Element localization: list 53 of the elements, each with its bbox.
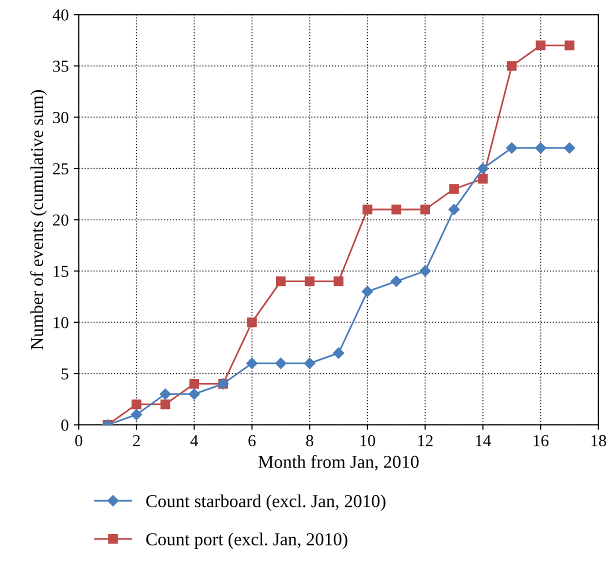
x-tick-label: 8 xyxy=(306,435,314,446)
point xyxy=(334,276,344,286)
y-axis-title: Number of events (cumulative sum) xyxy=(30,90,47,350)
y-tick-label: 30 xyxy=(53,112,68,124)
point xyxy=(130,408,142,420)
point xyxy=(188,388,200,400)
point xyxy=(391,204,402,214)
point xyxy=(332,347,344,359)
point xyxy=(477,162,489,174)
point xyxy=(564,40,574,50)
point xyxy=(420,204,430,214)
point xyxy=(362,286,374,298)
x-axis-title: Month from Jan, 2010 xyxy=(258,455,419,471)
x-tick-label: 0 xyxy=(75,435,82,446)
y-tick-label: 5 xyxy=(62,368,68,380)
point xyxy=(449,184,459,194)
point xyxy=(160,399,170,410)
x-tick-label: 4 xyxy=(190,435,198,446)
point xyxy=(275,358,286,369)
point xyxy=(304,276,315,286)
point xyxy=(246,358,258,369)
point xyxy=(478,174,488,184)
point xyxy=(390,276,402,287)
point xyxy=(160,388,171,400)
y-tick-label: 25 xyxy=(53,163,68,174)
x-tick-label: 2 xyxy=(133,435,140,446)
y-tick-label: 0 xyxy=(61,420,68,431)
x-tick-label: 14 xyxy=(476,435,491,446)
point xyxy=(506,61,517,71)
point xyxy=(420,265,431,277)
point xyxy=(536,40,546,50)
point xyxy=(189,378,200,389)
legend-label: Count port (excl. Jan, 2010) xyxy=(146,532,348,550)
point xyxy=(132,399,142,410)
x-tick-label: 10 xyxy=(360,435,376,446)
y-tick-label: 10 xyxy=(54,317,68,328)
y-tick-label: 20 xyxy=(53,214,68,226)
point xyxy=(564,142,576,154)
point xyxy=(247,317,257,328)
point xyxy=(448,204,460,216)
y-tick-label: 40 xyxy=(52,9,68,21)
point xyxy=(535,142,546,154)
point xyxy=(304,358,316,369)
x-tick-label: 6 xyxy=(248,435,256,446)
point xyxy=(506,142,518,154)
legend-label: Count starboard (excl. Jan, 2010) xyxy=(146,494,386,511)
point xyxy=(276,276,286,286)
x-tick-label: 12 xyxy=(418,435,433,446)
x-tick-label: 16 xyxy=(534,435,548,446)
point xyxy=(362,204,372,214)
x-tick-label: 18 xyxy=(592,435,606,446)
y-tick-label: 35 xyxy=(53,60,68,72)
y-tick-label: 15 xyxy=(54,266,68,277)
